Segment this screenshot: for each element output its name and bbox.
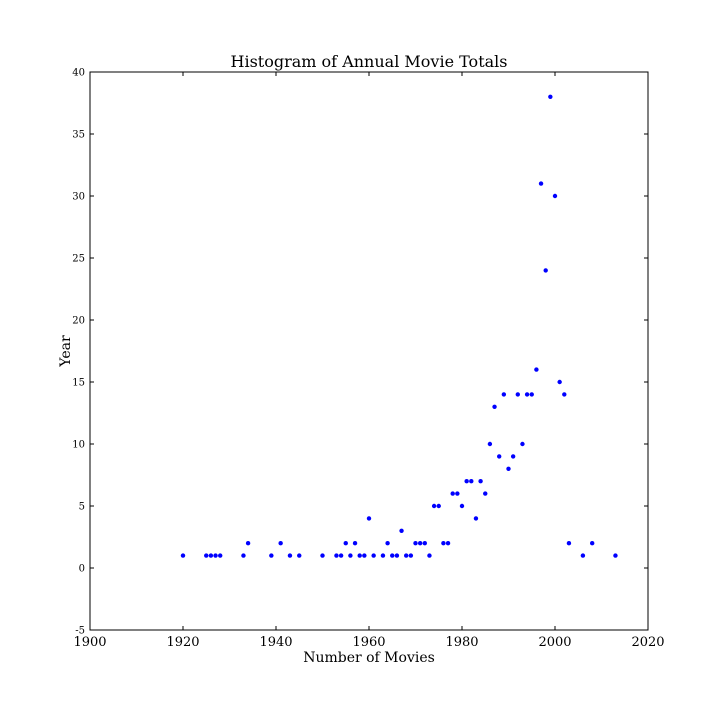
data-point	[455, 491, 460, 496]
data-point	[343, 541, 348, 546]
data-point	[362, 553, 367, 558]
data-point	[520, 441, 525, 447]
x-tick-label: 1900	[73, 635, 106, 650]
data-point	[562, 392, 567, 397]
y-tick-label: 15	[72, 378, 85, 389]
data-point	[441, 541, 446, 546]
data-point	[506, 466, 511, 471]
data-point	[483, 491, 488, 496]
data-points	[180, 94, 618, 558]
data-point	[180, 553, 186, 558]
data-point	[427, 553, 432, 558]
data-point	[548, 94, 553, 100]
data-point	[436, 503, 441, 509]
data-point	[380, 553, 386, 558]
data-point	[208, 553, 214, 558]
data-point	[408, 553, 414, 558]
data-point	[422, 541, 427, 546]
data-point	[464, 479, 469, 484]
data-point	[450, 491, 455, 496]
x-tick-label: 1940	[259, 635, 292, 650]
data-point	[552, 193, 558, 199]
data-point	[371, 553, 376, 558]
data-point	[538, 181, 544, 186]
data-point	[492, 404, 497, 409]
y-tick-label: 25	[72, 254, 85, 265]
data-point	[566, 541, 572, 546]
data-point	[357, 553, 362, 558]
y-axis-label: Year	[58, 335, 74, 368]
data-point	[404, 553, 409, 558]
data-point	[557, 379, 562, 385]
data-point	[352, 541, 358, 546]
data-point	[204, 553, 209, 558]
chart-title: Histogram of Annual Movie Totals	[231, 52, 508, 71]
y-tick-label: 5	[79, 502, 85, 513]
x-tick-label: 1920	[166, 635, 199, 650]
data-point	[366, 516, 372, 521]
data-point	[459, 503, 465, 509]
data-point	[385, 541, 390, 546]
data-point	[213, 553, 218, 558]
data-point	[487, 441, 493, 447]
y-tick-label: 10	[72, 440, 85, 451]
data-point	[445, 541, 451, 546]
data-point	[338, 553, 344, 558]
data-point	[241, 553, 246, 558]
data-point	[287, 553, 293, 558]
data-point	[320, 553, 325, 558]
data-point	[524, 392, 530, 397]
x-tick-labels: 1900 1920 1940 1960 1980 2000 2020	[73, 635, 664, 650]
data-point	[297, 553, 302, 558]
plot-area	[89, 71, 649, 631]
y-tick-label: -5	[75, 626, 85, 637]
x-tick-label: 1960	[352, 635, 385, 650]
data-point	[278, 541, 283, 546]
data-point	[497, 454, 502, 459]
data-point	[529, 392, 534, 397]
data-point	[515, 392, 520, 397]
x-tick-label: 1980	[445, 635, 478, 650]
data-point	[590, 541, 595, 546]
data-point	[218, 553, 223, 558]
data-point	[394, 553, 400, 558]
data-point	[501, 392, 507, 397]
data-point	[417, 541, 423, 546]
data-point	[245, 541, 251, 546]
y-tick-label: 0	[79, 564, 85, 575]
y-tick-label: 20	[72, 316, 85, 327]
data-point	[413, 541, 418, 546]
x-tick-label: 2020	[631, 635, 664, 650]
data-point	[580, 553, 586, 558]
data-point	[543, 268, 548, 273]
data-point	[390, 553, 395, 558]
data-point	[510, 454, 516, 459]
data-point	[534, 367, 539, 372]
x-tick-label: 2000	[538, 635, 571, 650]
axis-ticks	[89, 71, 649, 631]
data-point	[348, 553, 353, 558]
data-point	[478, 479, 483, 484]
data-point	[431, 503, 437, 509]
y-tick-labels: -5 0 5 10 15 20 25 30 35 40	[72, 68, 85, 637]
x-axis-label: Number of Movies	[303, 650, 435, 666]
y-tick-label: 35	[72, 130, 85, 141]
data-point	[334, 553, 339, 558]
y-tick-label: 40	[72, 68, 85, 79]
data-point	[269, 553, 274, 558]
y-tick-label: 30	[72, 192, 85, 203]
data-point	[613, 553, 618, 558]
data-point	[469, 479, 474, 484]
data-point	[473, 516, 479, 521]
data-point	[399, 528, 404, 533]
